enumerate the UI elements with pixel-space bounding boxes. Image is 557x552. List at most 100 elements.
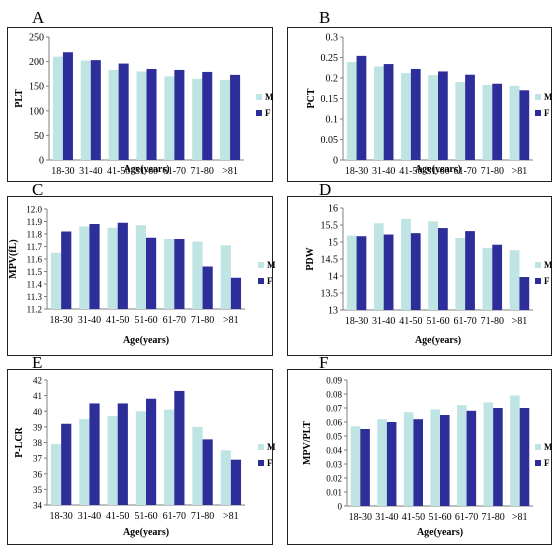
legend-swatch-d-m [535,262,541,268]
y-tick-label-d: 16 [328,204,338,215]
bar-a-f-4 [174,69,185,160]
bar-e-f-3 [146,398,157,505]
y-tick-label-c: 11.7 [27,242,43,252]
panel-frame-f [287,369,552,545]
x-tick-label-b: 71-80 [481,166,504,177]
bar-e-f-0 [61,423,72,505]
bar-d-m-4 [455,237,466,310]
y-tick-label-b: 0.1 [326,115,339,126]
legend-swatch-a-f [256,110,262,116]
y-tick-label-e: 38 [33,438,43,448]
bar-b-f-2 [410,68,421,160]
bar-d-m-3 [428,221,438,310]
x-tick-label-d: 71-80 [481,316,504,327]
y-tick-label-d: 14 [328,272,338,283]
bar-a-m-5 [192,78,203,160]
bar-b-f-1 [383,64,394,160]
bar-f-m-5 [483,402,494,506]
bar-a-f-3 [146,68,157,160]
bar-c-f-1 [89,224,100,309]
bar-e-m-5 [192,426,203,506]
bar-c-m-4 [164,239,175,309]
bar-c-f-6 [230,277,242,309]
bar-a-f-0 [62,52,73,160]
bar-e-f-2 [117,403,128,505]
legend-label-d-f: F [544,276,550,286]
x-tick-label-c: 41-50 [106,315,129,326]
bar-a-f-6 [230,74,241,160]
x-tick-label-f: 51-60 [428,512,451,523]
bar-f-f-5 [493,408,503,506]
bar-c-m-5 [192,241,203,309]
bar-a-m-2 [108,69,119,160]
bar-d-f-2 [410,233,421,310]
y-tick-label-b: 0.3 [326,33,339,44]
bar-b-f-3 [438,71,448,160]
bar-b-m-5 [482,84,493,160]
y-tick-label-b: 0.15 [321,94,339,105]
y-tick-label-f: 0.07 [326,404,342,414]
bar-d-m-2 [401,218,411,310]
bar-f-m-3 [430,409,440,506]
y-tick-label-e: 42 [33,376,42,386]
y-tick-label-c: 11.4 [27,280,43,290]
x-tick-label-f: 71-80 [481,512,504,523]
x-tick-label-f: 18-30 [349,512,372,523]
bar-a-m-4 [164,76,175,160]
y-tick-label-b: 0.05 [321,135,339,146]
bar-d-f-1 [383,234,394,310]
x-axis-title-b: Age(years) [415,164,461,175]
x-axis-title-f: Age(years) [417,527,463,538]
bar-d-f-4 [465,231,475,310]
y-tick-label-a: 250 [29,33,44,44]
bar-d-f-0 [356,236,367,310]
y-tick-label-d: 15.5 [321,221,339,232]
y-tick-label-f: 0 [338,502,343,512]
bar-b-f-4 [465,74,475,160]
x-axis-title-e: Age(years) [123,527,169,538]
bar-b-f-0 [356,55,367,160]
bar-a-f-2 [118,63,129,160]
x-tick-label-b: 61-70 [453,166,476,177]
legend-label-f-f: F [544,458,550,468]
y-tick-label-f: 0.08 [326,390,342,400]
bar-b-m-4 [455,82,466,160]
x-tick-label-f: >81 [512,512,528,523]
bar-d-m-0 [346,235,357,310]
x-tick-label-e: 51-60 [134,511,157,522]
legend-swatch-f-m [535,444,541,450]
bar-e-f-4 [174,390,185,505]
y-axis-title-a: PLT [14,89,25,108]
bar-d-m-5 [482,248,493,310]
legend-swatch-d-f [535,278,541,284]
x-tick-label-d: 31-40 [372,316,395,327]
x-tick-label-c: 18-30 [49,315,72,326]
legend-label-e-m: M [267,442,276,452]
bar-f-m-2 [403,412,414,506]
bar-b-m-2 [401,73,411,160]
bar-b-m-0 [346,62,357,161]
y-tick-label-c: 11.6 [27,255,43,265]
bar-d-f-6 [519,277,530,310]
legend-swatch-c-m [258,262,264,268]
y-tick-label-f: 0.06 [326,418,342,428]
bar-b-f-5 [492,83,503,160]
panel-label-e: E [32,353,43,372]
y-tick-label-c: 11.3 [27,292,43,302]
x-tick-label-f: 41-50 [402,512,425,523]
x-tick-label-f: 31-40 [375,512,398,523]
bar-e-m-3 [135,411,146,505]
bar-f-m-6 [510,395,520,506]
bar-e-m-4 [164,409,175,505]
legend-label-b-m: M [544,92,553,102]
y-tick-label-c: 11.2 [27,305,42,315]
legend-label-e-f: F [267,458,273,468]
bar-b-m-3 [428,75,438,160]
bar-a-m-0 [52,56,63,160]
bar-a-m-1 [80,60,91,161]
panel-label-d: D [319,180,332,199]
x-tick-label-c: 71-80 [191,315,214,326]
legend-label-d-m: M [544,260,553,270]
x-tick-label-c: 61-70 [163,315,186,326]
bar-e-m-0 [50,444,62,505]
